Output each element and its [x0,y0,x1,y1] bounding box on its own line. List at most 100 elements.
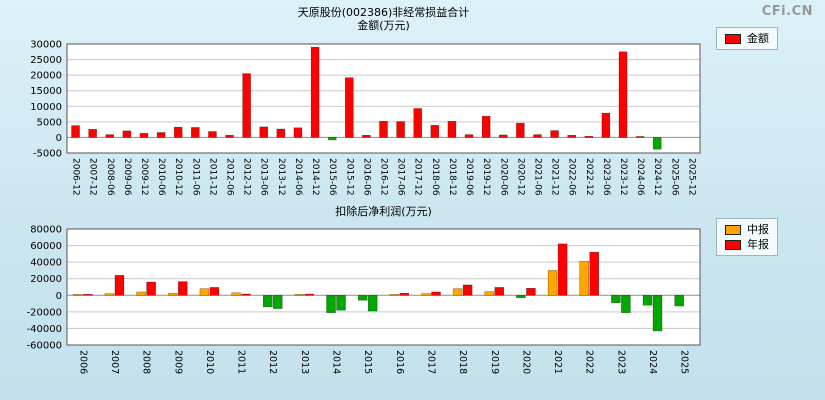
bar [516,122,525,138]
bar [326,295,336,313]
interim-legend-swatch [725,224,741,235]
y-tick-label: 15000 [30,86,62,97]
x-tick-label: 2021-06 [532,158,542,196]
x-tick-label: 2014-12 [310,158,320,196]
bar [431,291,441,296]
x-tick-label: 2018-12 [447,158,457,196]
bar [567,135,576,138]
bar [499,134,508,138]
legend-item-amount: 金额 [725,31,769,46]
bar [209,287,220,296]
bar [484,291,495,296]
bar [336,295,346,311]
plot-frame [66,43,701,154]
legend-item-annual: 年报 [725,237,769,252]
bar [139,133,149,138]
bar [88,129,97,138]
bar [71,125,80,138]
x-tick-label: 2018 [457,350,468,374]
y-tick-label: 30000 [30,40,62,51]
x-tick-label: 2016-06 [361,158,371,196]
bar [327,137,337,141]
bar [105,134,115,138]
x-tick-label: 2023 [615,350,626,374]
y-tick-label: -5000 [33,149,62,160]
bar [611,295,621,304]
bar [83,294,93,296]
bar [136,291,146,296]
y-tick-label: 25000 [30,55,62,66]
x-tick-label: 2025-12 [686,158,696,196]
x-tick-label: 2017 [425,350,436,374]
bar [362,135,371,138]
bar [168,292,178,296]
x-tick-label: 2024-06 [635,158,645,196]
bar [304,293,315,296]
bar [208,131,217,138]
x-tick-label: 2010 [204,350,215,374]
bar [231,292,241,296]
bar [199,288,210,296]
bar [276,128,286,138]
bar [447,120,457,138]
x-tick-label: 2008-06 [105,158,115,196]
bar [389,294,400,296]
bar [241,293,251,296]
bar [652,295,663,332]
x-tick-label: 2025 [679,350,690,374]
bar [635,136,645,138]
x-tick-label: 2012-06 [225,158,235,196]
bar [462,284,473,296]
x-tick-label: 2020 [520,350,531,374]
x-tick-label: 2016-12 [379,158,389,196]
bar [367,295,378,312]
y-tick-label: 10000 [30,102,62,113]
y-tick-label: -60000 [27,341,62,352]
bar [173,126,183,138]
bar [642,295,653,306]
x-tick-label: 2007 [109,350,120,374]
bar [146,281,156,296]
y-tick-label: 80000 [30,225,62,236]
interim-legend-label: 中报 [747,222,769,236]
x-tick-label: 2010-12 [173,158,183,196]
bar [413,108,422,138]
bar [516,295,526,299]
x-tick-label: 2015 [362,350,373,374]
x-tick-label: 2009-06 [122,158,132,196]
x-tick-label: 2013-06 [259,158,269,196]
y-tick-label: 60000 [30,241,62,252]
y-tick-label: 5000 [37,117,62,128]
y-tick-label: 0 [56,133,62,144]
bar [396,121,405,138]
amount-legend-label: 金额 [747,31,769,45]
bar [674,295,684,307]
bar [225,135,234,138]
bar [421,293,431,296]
amount-legend-swatch [725,33,741,44]
y-tick-label: 40000 [30,258,62,269]
x-tick-label: 2022-06 [567,158,577,196]
x-tick-label: 2009-12 [139,158,149,196]
x-tick-label: 2019 [489,350,500,374]
bar [601,112,611,138]
x-tick-label: 2012 [267,350,278,374]
x-tick-label: 2023-06 [601,158,611,196]
chart2-title: 扣除后净利润(万元) [335,205,432,218]
bar [621,295,631,313]
bar [481,116,491,138]
y-tick-label: 20000 [30,274,62,285]
x-tick-label: 2006 [77,350,88,374]
x-tick-label: 2015-12 [344,158,354,196]
y-tick-label: 20000 [30,71,62,82]
bar [294,294,305,296]
y-tick-label: -20000 [27,307,62,318]
chart1-title-line1: 天原股份(002386)非经常损益合计 [297,6,470,19]
x-tick-label: 2008 [141,350,152,374]
bar [618,51,628,138]
x-tick-label: 2024-12 [652,158,662,196]
bar [104,293,115,296]
x-tick-label: 2013-12 [276,158,286,196]
